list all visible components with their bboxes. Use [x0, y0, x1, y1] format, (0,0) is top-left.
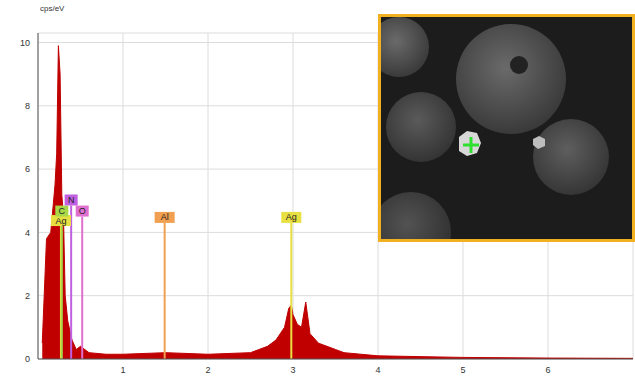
svg-text:Al: Al	[161, 212, 169, 222]
svg-text:N: N	[68, 195, 75, 205]
svg-text:3: 3	[290, 365, 295, 375]
svg-text:4: 4	[375, 365, 380, 375]
svg-text:2: 2	[25, 291, 30, 301]
svg-text:C: C	[59, 206, 66, 216]
svg-text:4: 4	[25, 228, 30, 238]
svg-text:10: 10	[20, 38, 30, 48]
svg-text:Ag: Ag	[286, 212, 297, 222]
svg-text:2: 2	[205, 365, 210, 375]
svg-text:O: O	[79, 206, 86, 216]
svg-text:5: 5	[460, 365, 465, 375]
svg-text:Ag: Ag	[55, 216, 66, 226]
html-text:cps/eV: cps/eV	[40, 4, 65, 13]
svg-text:1: 1	[120, 365, 125, 375]
svg-text:6: 6	[25, 164, 30, 174]
svg-text:0: 0	[25, 354, 30, 364]
svg-text:8: 8	[25, 101, 30, 111]
svg-text:6: 6	[545, 365, 550, 375]
